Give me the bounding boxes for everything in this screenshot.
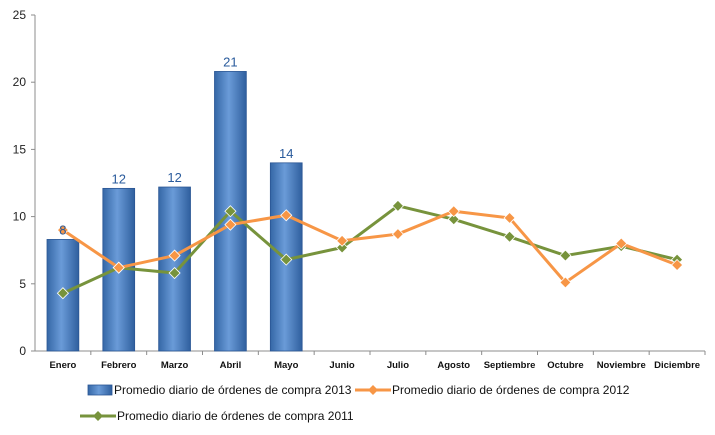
legend-swatch-marker xyxy=(93,411,103,421)
bar-data-label: 14 xyxy=(279,146,293,161)
y-tick-label: 10 xyxy=(13,210,27,224)
bar-data-label: 8 xyxy=(59,222,66,237)
series-2012-point xyxy=(168,249,181,262)
series-2011-point xyxy=(559,249,572,262)
x-tick-label: Mayo xyxy=(274,360,298,371)
x-tick-label: Febrero xyxy=(101,360,137,371)
legend-swatch-marker xyxy=(368,385,378,395)
x-tick-label: Agosto xyxy=(437,360,470,371)
series-2012-point xyxy=(503,211,516,225)
x-tick-label: Junio xyxy=(329,360,355,371)
series-2011-point xyxy=(224,205,237,218)
series-2011-line xyxy=(62,204,678,295)
series-2012-point xyxy=(224,218,237,231)
series-2012-point xyxy=(112,261,125,274)
series-2011-point xyxy=(503,230,516,243)
series-2012-point xyxy=(56,223,69,237)
series-2011-point xyxy=(391,199,404,212)
legend-item-2011: Promedio diario de órdenes de compra 201… xyxy=(80,409,354,423)
y-tick-label: 5 xyxy=(19,277,26,291)
legend-item-2013: Promedio diario de órdenes de compra 201… xyxy=(87,383,352,397)
series-2011-point xyxy=(56,287,69,300)
legend-label: Promedio diario de órdenes de compra 201… xyxy=(117,409,354,423)
bar-data-label: 21 xyxy=(223,54,237,69)
series-2012-point xyxy=(280,209,293,222)
y-tick-label: 25 xyxy=(13,8,27,22)
series-2012-point xyxy=(336,234,349,247)
x-tick-label: Septiembre xyxy=(484,360,536,371)
x-tick-label: Noviembre xyxy=(597,360,646,371)
series-2012-line xyxy=(62,209,678,284)
legend-item-2012: Promedio diario de órdenes de compra 201… xyxy=(355,383,630,397)
series-2011-point xyxy=(168,266,181,280)
y-tick-label: 20 xyxy=(13,75,27,89)
series-2012-point xyxy=(615,237,628,250)
x-tick-label: Diciembre xyxy=(654,360,700,371)
legend-label: Promedio diario de órdenes de compra 201… xyxy=(392,383,630,397)
legend-label: Promedio diario de órdenes de compra 201… xyxy=(114,383,352,397)
series-2012-point xyxy=(391,228,404,241)
y-tick-label: 0 xyxy=(19,344,26,358)
axes: 0 5 10 15 20 25 Enero Febrero Marzo Abril Mayo Juni… xyxy=(13,8,706,371)
series-2011-point xyxy=(336,241,349,254)
x-tick-label: Marzo xyxy=(161,360,189,371)
x-tick-label: Octubre xyxy=(547,360,583,371)
x-tick-label: Abril xyxy=(220,360,242,371)
bar-data-label: 12 xyxy=(167,170,181,185)
bar-data-label: 12 xyxy=(112,171,126,186)
x-tick-label: Enero xyxy=(49,360,76,371)
y-tick-label: 15 xyxy=(13,142,27,156)
legend-swatch-bar xyxy=(87,384,113,396)
series-2012-point xyxy=(559,276,572,289)
x-tick-label: Julio xyxy=(387,360,409,371)
series-2012-point xyxy=(671,258,684,272)
legend: Promedio diario de órdenes de compra 201… xyxy=(80,383,630,423)
series-2011-point xyxy=(280,253,293,266)
series-2011-point xyxy=(447,213,460,226)
data-labels: 8 12 12 21 14 xyxy=(59,54,293,237)
series-2012-point xyxy=(447,205,460,218)
bar-series-2013 xyxy=(46,71,303,352)
line-series xyxy=(56,199,684,300)
